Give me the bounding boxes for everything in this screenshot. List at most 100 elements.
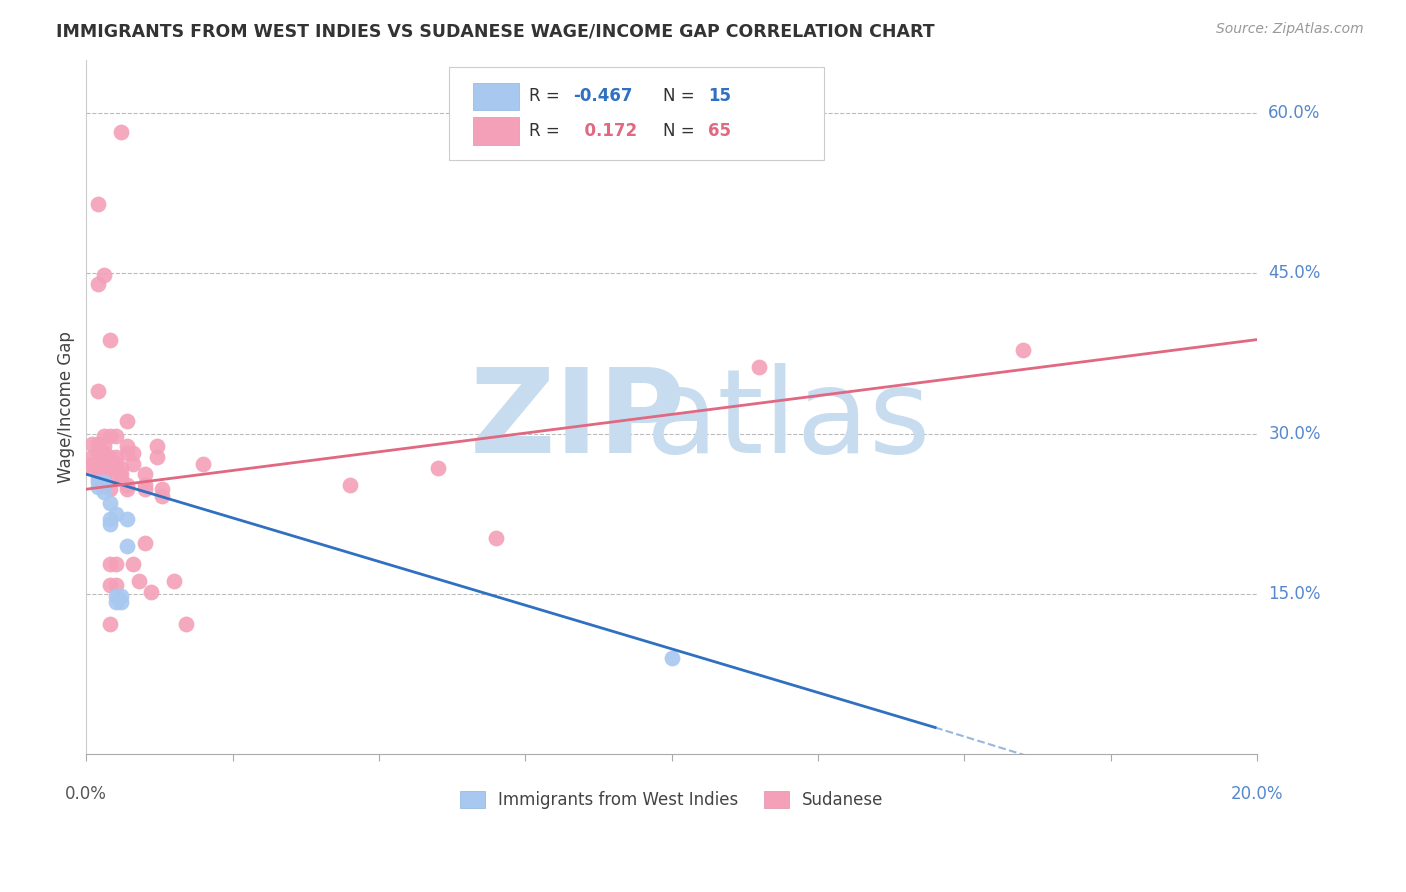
Point — [134, 482, 156, 496]
Point — [134, 478, 156, 492]
Point — [98, 471, 121, 485]
Text: atlas: atlas — [647, 363, 931, 478]
Point — [110, 471, 132, 485]
Point — [98, 616, 121, 631]
Point — [87, 384, 110, 398]
Point — [122, 457, 145, 471]
Point — [87, 437, 110, 451]
Text: 0.0%: 0.0% — [65, 785, 107, 803]
Point — [117, 446, 139, 460]
Point — [93, 457, 115, 471]
Point — [82, 457, 104, 471]
Text: 45.0%: 45.0% — [1268, 264, 1320, 283]
Point — [87, 457, 110, 471]
FancyBboxPatch shape — [450, 67, 824, 161]
Text: -0.467: -0.467 — [574, 87, 633, 105]
Text: ZIP: ZIP — [470, 363, 686, 478]
Point — [93, 467, 115, 482]
Point — [426, 460, 449, 475]
Point — [104, 507, 127, 521]
Point — [117, 539, 139, 553]
Point — [98, 557, 121, 571]
Point — [98, 496, 121, 510]
Text: N =: N = — [664, 122, 695, 140]
Point — [87, 197, 110, 211]
Point — [117, 482, 139, 496]
Point — [93, 460, 115, 475]
Point — [110, 595, 132, 609]
Text: IMMIGRANTS FROM WEST INDIES VS SUDANESE WAGE/INCOME GAP CORRELATION CHART: IMMIGRANTS FROM WEST INDIES VS SUDANESE … — [56, 22, 935, 40]
FancyBboxPatch shape — [472, 83, 519, 111]
Point — [104, 578, 127, 592]
Point — [748, 360, 770, 375]
Text: 0.172: 0.172 — [574, 122, 637, 140]
FancyBboxPatch shape — [472, 117, 519, 145]
Point — [93, 475, 115, 489]
Point — [104, 589, 127, 603]
Point — [87, 446, 110, 460]
Point — [145, 450, 167, 464]
Point — [87, 460, 110, 475]
Point — [98, 429, 121, 443]
Point — [150, 482, 173, 496]
Point — [117, 414, 139, 428]
Text: 15.0%: 15.0% — [1268, 585, 1320, 603]
Text: 15: 15 — [709, 87, 731, 105]
Point — [134, 535, 156, 549]
Text: N =: N = — [664, 87, 695, 105]
Point — [93, 471, 115, 485]
Point — [104, 457, 127, 471]
Text: 20.0%: 20.0% — [1230, 785, 1284, 803]
Point — [128, 574, 150, 588]
Point — [98, 460, 121, 475]
Point — [139, 584, 162, 599]
Point — [104, 557, 127, 571]
Point — [82, 437, 104, 451]
Point — [93, 485, 115, 500]
Point — [134, 467, 156, 482]
Point — [98, 333, 121, 347]
Point — [110, 460, 132, 475]
Legend: Immigrants from West Indies, Sudanese: Immigrants from West Indies, Sudanese — [453, 784, 890, 815]
Point — [98, 512, 121, 526]
Point — [104, 450, 127, 464]
Text: Source: ZipAtlas.com: Source: ZipAtlas.com — [1216, 22, 1364, 37]
Point — [150, 489, 173, 503]
Text: 30.0%: 30.0% — [1268, 425, 1320, 442]
Point — [110, 589, 132, 603]
Point — [87, 475, 110, 489]
Point — [87, 480, 110, 494]
Point — [661, 651, 683, 665]
Point — [98, 578, 121, 592]
Point — [104, 429, 127, 443]
Point — [98, 482, 121, 496]
Point — [110, 467, 132, 482]
Point — [98, 450, 121, 464]
Point — [1012, 343, 1035, 358]
Y-axis label: Wage/Income Gap: Wage/Income Gap — [58, 331, 75, 483]
Point — [117, 512, 139, 526]
Point — [93, 478, 115, 492]
Point — [87, 471, 110, 485]
Point — [117, 478, 139, 492]
Point — [110, 125, 132, 139]
Point — [145, 439, 167, 453]
Point — [174, 616, 197, 631]
Text: R =: R = — [529, 87, 560, 105]
Point — [93, 439, 115, 453]
Point — [122, 446, 145, 460]
Point — [193, 457, 215, 471]
Point — [82, 450, 104, 464]
Point — [117, 439, 139, 453]
Point — [163, 574, 186, 588]
Point — [82, 460, 104, 475]
Point — [87, 277, 110, 291]
Point — [339, 478, 361, 492]
Text: 60.0%: 60.0% — [1268, 104, 1320, 122]
Point — [122, 557, 145, 571]
Point — [104, 595, 127, 609]
Point — [93, 446, 115, 460]
Point — [93, 268, 115, 283]
Point — [93, 429, 115, 443]
Text: 65: 65 — [709, 122, 731, 140]
